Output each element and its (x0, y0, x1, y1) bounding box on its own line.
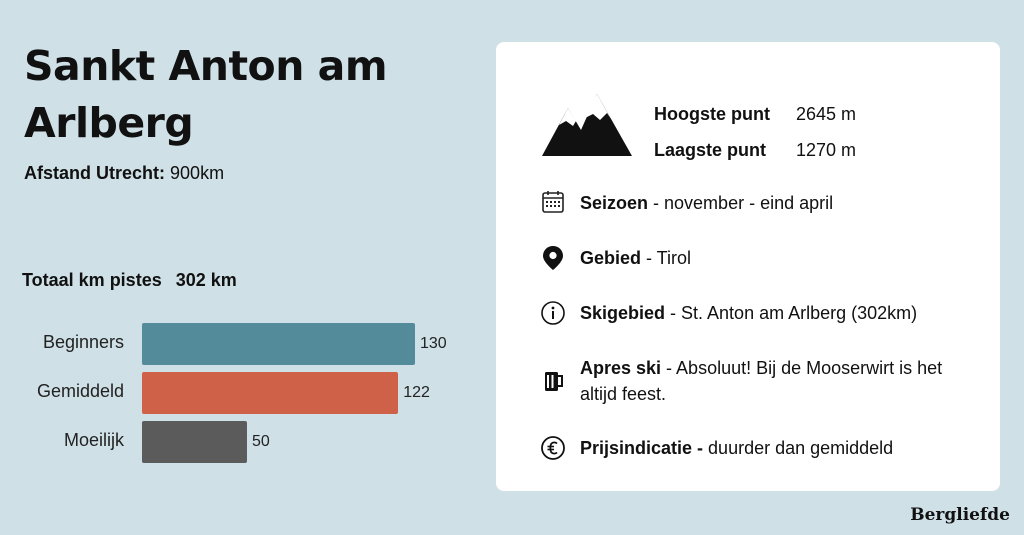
season-row: Seizoen - november - eind april (580, 190, 972, 216)
bar-beginners (142, 323, 415, 365)
page-title: Sankt Anton am Arlberg (24, 42, 388, 147)
bar-label-beginners: Beginners (42, 332, 124, 352)
highest-point-value: 2645 m (796, 104, 857, 124)
price-label: Prijsindicatie - (580, 438, 704, 458)
location-pin-icon (543, 246, 563, 270)
euro-icon (541, 436, 565, 460)
region-text: - Tirol (641, 248, 692, 268)
pistes-bar-chart: Beginners 130 Gemiddeld 122 Moeilijk 50 (0, 0, 480, 535)
apres-ski-text: - Absoluut! Bij de Mooserwirt is het alt… (580, 358, 943, 404)
region-row: Gebied - Tirol (580, 245, 972, 271)
bar-value-beginners: 130 (420, 335, 447, 352)
brand-logo: Bergliefde (910, 505, 1010, 525)
price-row: Prijsindicatie - duurder dan gemiddeld (580, 435, 972, 461)
info-icon (541, 301, 565, 325)
season-text: - november - eind april (648, 193, 834, 213)
beer-mug-icon (545, 372, 563, 391)
bar-gemiddeld (142, 372, 399, 414)
bar-value-gemiddeld: 122 (403, 384, 430, 401)
region-label: Gebied (580, 248, 642, 268)
total-pistes: Totaal km pistes 302 km (22, 270, 237, 291)
lowest-point-value: 1270 m (796, 140, 857, 160)
highest-point-label: Hoogste punt (654, 104, 770, 124)
highest-point-row: Hoogste punt 2645 m (654, 104, 856, 125)
lowest-point-row: Laagste punt 1270 m (654, 140, 856, 161)
season-label: Seizoen (580, 193, 649, 213)
lowest-point-label: Laagste punt (654, 140, 767, 160)
total-value: 302 km (175, 270, 237, 290)
total-label: Totaal km pistes (22, 270, 162, 290)
skiarea-row: Skigebied - St. Anton am Arlberg (302km) (580, 300, 972, 326)
apres-ski-label: Apres ski (580, 358, 662, 378)
bar-label-moeilijk: Moeilijk (63, 430, 124, 450)
price-text: duurder dan gemiddeld (703, 438, 894, 458)
distance-info: Afstand Utrecht: 900km (24, 163, 224, 184)
bar-value-moeilijk: 50 (252, 433, 270, 450)
distance-label: Afstand Utrecht: (24, 163, 166, 183)
bar-label-gemiddeld: Gemiddeld (36, 381, 124, 401)
bar-moeilijk (142, 421, 247, 463)
distance-value: 900km (170, 163, 225, 183)
apres-ski-row: Apres ski - Absoluut! Bij de Mooserwirt … (580, 355, 972, 407)
calendar-icon (542, 191, 564, 213)
info-card: Hoogste punt 2645 m Laagste punt 1270 m Se… (496, 42, 1000, 491)
skiarea-label: Skigebied (580, 303, 666, 323)
mountain-icon (542, 94, 632, 156)
skiarea-text: - St. Anton am Arlberg (302km) (665, 303, 918, 323)
